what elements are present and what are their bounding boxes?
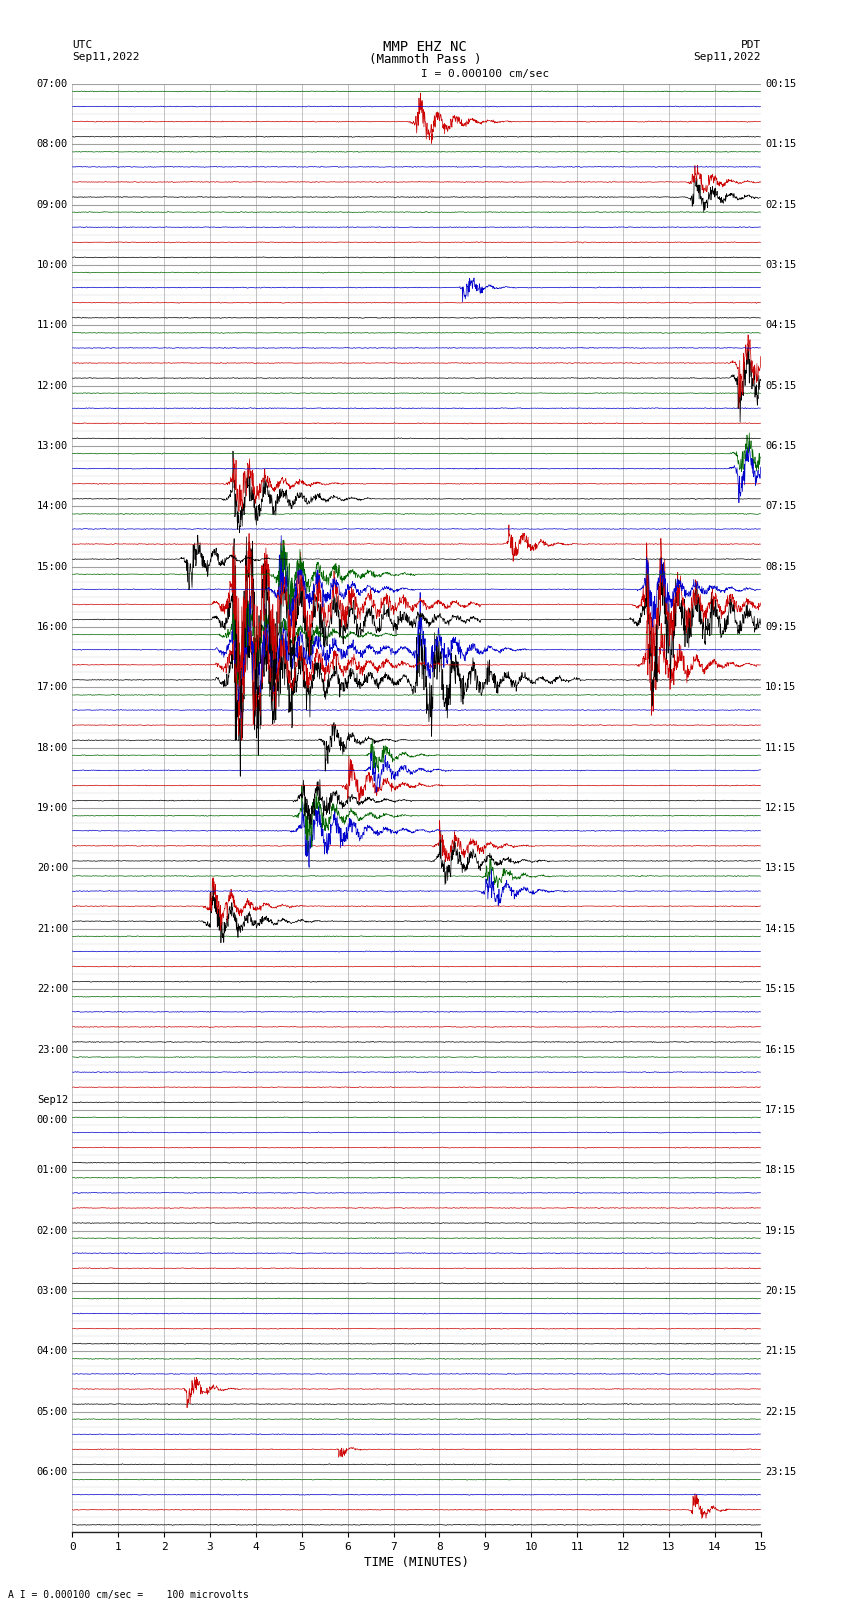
Text: 06:15: 06:15	[765, 440, 796, 452]
Text: 22:00: 22:00	[37, 984, 68, 994]
Text: 07:00: 07:00	[37, 79, 68, 89]
Text: 14:15: 14:15	[765, 924, 796, 934]
Text: 23:15: 23:15	[765, 1466, 796, 1478]
Text: 02:15: 02:15	[765, 200, 796, 210]
Text: 00:00: 00:00	[37, 1115, 68, 1124]
Text: 09:00: 09:00	[37, 200, 68, 210]
Text: 05:00: 05:00	[37, 1407, 68, 1416]
Text: 16:15: 16:15	[765, 1045, 796, 1055]
Text: 11:15: 11:15	[765, 742, 796, 753]
Text: 10:15: 10:15	[765, 682, 796, 692]
X-axis label: TIME (MINUTES): TIME (MINUTES)	[364, 1557, 469, 1569]
Text: 19:00: 19:00	[37, 803, 68, 813]
Text: 06:00: 06:00	[37, 1466, 68, 1478]
Text: 17:15: 17:15	[765, 1105, 796, 1115]
Text: 14:00: 14:00	[37, 502, 68, 511]
Text: 01:00: 01:00	[37, 1165, 68, 1176]
Text: 02:00: 02:00	[37, 1226, 68, 1236]
Text: 21:00: 21:00	[37, 924, 68, 934]
Text: 10:00: 10:00	[37, 260, 68, 269]
Text: Sep11,2022: Sep11,2022	[694, 52, 761, 61]
Text: 20:15: 20:15	[765, 1286, 796, 1295]
Text: MMP EHZ NC: MMP EHZ NC	[383, 40, 467, 55]
Text: 11:00: 11:00	[37, 321, 68, 331]
Text: UTC: UTC	[72, 40, 93, 50]
Text: 15:00: 15:00	[37, 561, 68, 571]
Text: 13:00: 13:00	[37, 440, 68, 452]
Text: 00:15: 00:15	[765, 79, 796, 89]
Text: 19:15: 19:15	[765, 1226, 796, 1236]
Text: Sep12: Sep12	[37, 1095, 68, 1105]
Text: 08:00: 08:00	[37, 139, 68, 150]
Text: Sep11,2022: Sep11,2022	[72, 52, 139, 61]
Text: 12:15: 12:15	[765, 803, 796, 813]
Text: 09:15: 09:15	[765, 623, 796, 632]
Text: (Mammoth Pass ): (Mammoth Pass )	[369, 53, 481, 66]
Text: 13:15: 13:15	[765, 863, 796, 874]
Text: 22:15: 22:15	[765, 1407, 796, 1416]
Text: 03:15: 03:15	[765, 260, 796, 269]
Text: 18:00: 18:00	[37, 742, 68, 753]
Text: 15:15: 15:15	[765, 984, 796, 994]
Text: 20:00: 20:00	[37, 863, 68, 874]
Text: 05:15: 05:15	[765, 381, 796, 390]
Text: 07:15: 07:15	[765, 502, 796, 511]
Text: 08:15: 08:15	[765, 561, 796, 571]
Text: PDT: PDT	[740, 40, 761, 50]
Text: I = 0.000100 cm/sec: I = 0.000100 cm/sec	[421, 69, 549, 79]
Text: A I = 0.000100 cm/sec =    100 microvolts: A I = 0.000100 cm/sec = 100 microvolts	[8, 1590, 249, 1600]
Text: 23:00: 23:00	[37, 1045, 68, 1055]
Text: 12:00: 12:00	[37, 381, 68, 390]
Text: 21:15: 21:15	[765, 1347, 796, 1357]
Text: 03:00: 03:00	[37, 1286, 68, 1295]
Text: 16:00: 16:00	[37, 623, 68, 632]
Text: 18:15: 18:15	[765, 1165, 796, 1176]
Text: 17:00: 17:00	[37, 682, 68, 692]
Text: 04:15: 04:15	[765, 321, 796, 331]
Text: 01:15: 01:15	[765, 139, 796, 150]
Text: 04:00: 04:00	[37, 1347, 68, 1357]
